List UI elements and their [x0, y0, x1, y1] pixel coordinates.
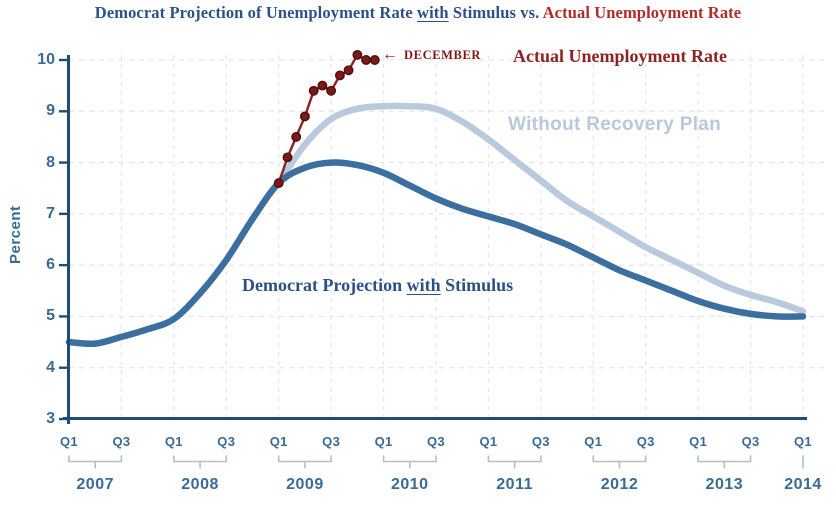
left-arrow-icon: ← — [382, 46, 398, 63]
stimulus-label-part2: Stimulus — [440, 275, 514, 295]
without-plan-line — [275, 102, 807, 315]
title-red-part: Actual Unemployment Rate — [542, 3, 742, 22]
chart-title: Democrat Projection of Unemployment Rate… — [0, 3, 836, 23]
y-tick-label: 8 — [46, 153, 55, 171]
actual-point — [317, 80, 328, 91]
actual-point — [273, 178, 284, 189]
x-tick-label: Q3 — [217, 434, 236, 449]
y-axis-title: Percent — [7, 205, 24, 264]
year-bracket — [68, 455, 123, 469]
title-underlined-with: with — [417, 3, 449, 22]
year-label: 2012 — [600, 476, 639, 493]
x-tick-label: Q3 — [531, 434, 550, 449]
x-tick-label: Q1 — [374, 434, 393, 449]
actual-point — [299, 111, 310, 122]
year-label: 2013 — [705, 476, 744, 493]
x-tick-label: Q1 — [689, 434, 708, 449]
december-annotation-text: DECEMBER — [404, 48, 482, 62]
x-tick-label: Q1 — [269, 434, 288, 449]
stimulus-label-underlined-with: with — [406, 275, 441, 295]
actual-point — [369, 55, 380, 65]
title-blue-part: Democrat Projection of Unemployment Rate — [94, 3, 418, 22]
december-annotation: ← DECEMBER — [382, 46, 481, 64]
year-bracket — [592, 455, 647, 469]
year-bracket — [173, 455, 228, 469]
x-tick-label: Q1 — [584, 434, 603, 449]
year-bracket — [277, 455, 332, 469]
x-tick-label: Q1 — [794, 434, 812, 449]
x-tick-label: Q1 — [164, 434, 183, 449]
y-tick-label: 3 — [46, 409, 55, 427]
year-label: 2010 — [390, 476, 429, 493]
stimulus-label-part1: Democrat Projection — [242, 275, 407, 295]
year-label: 2014 — [784, 476, 822, 493]
actual-point — [291, 131, 302, 142]
title-blue-part2: Stimulus vs. — [448, 3, 543, 22]
actual-point — [326, 85, 337, 96]
x-tick-label: Q3 — [636, 434, 655, 449]
actual-point — [334, 70, 345, 81]
y-tick-label: 5 — [46, 307, 55, 325]
x-tick-label: Q3 — [427, 434, 445, 449]
year-label: 2011 — [496, 476, 533, 493]
actual-point — [282, 152, 293, 163]
actual-series-label: Actual Unemployment Rate — [513, 46, 727, 66]
y-tick-label: 4 — [46, 358, 55, 376]
x-tick-label: Q1 — [60, 434, 78, 449]
without-plan-series-label: Without Recovery Plan — [508, 114, 722, 135]
with-stimulus-line — [65, 159, 807, 348]
x-tick-label: Q1 — [479, 434, 498, 449]
year-label: 2007 — [76, 476, 114, 493]
actual-point — [308, 85, 319, 96]
y-tick-label: 6 — [46, 256, 55, 274]
year-bracket — [697, 455, 752, 469]
year-bracket — [487, 455, 542, 469]
x-tick-label: Q3 — [322, 434, 341, 449]
y-tick-label: 10 — [37, 51, 55, 68]
y-tick-label: 9 — [46, 102, 55, 120]
x-tick-label: Q3 — [112, 434, 131, 449]
x-tick-label: Q3 — [741, 434, 760, 449]
y-tick-label: 7 — [46, 204, 55, 222]
year-label: 2009 — [286, 476, 324, 493]
year-bracket — [382, 455, 437, 469]
actual-point — [352, 49, 363, 60]
actual-point — [343, 65, 354, 76]
with-stimulus-series-label: Democrat Projection with Stimulus — [242, 275, 513, 296]
year-label: 2008 — [181, 476, 219, 493]
